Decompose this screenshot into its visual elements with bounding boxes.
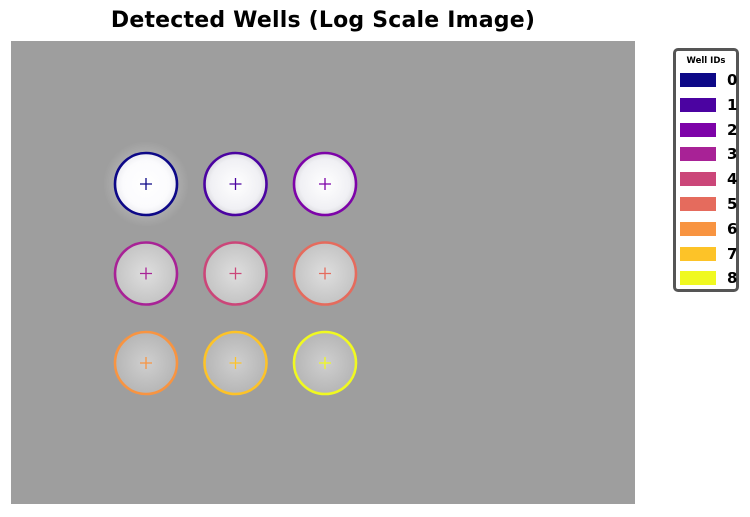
well-center-marker: [229, 178, 242, 190]
legend-swatch: [680, 197, 716, 211]
well-marker: [203, 241, 268, 306]
legend-entry: 3: [679, 144, 739, 164]
image-plot-area: [11, 41, 635, 504]
legend-label: 8: [727, 269, 738, 288]
legend-label: 2: [727, 120, 738, 139]
legend-swatch: [680, 122, 716, 137]
page-title: Detected Wells (Log Scale Image): [110, 8, 536, 33]
well-marker: [292, 330, 358, 396]
legend-label: 4: [727, 170, 738, 189]
legend-title: Well IDs: [686, 56, 726, 66]
well-center-marker: [319, 357, 331, 369]
wells-overlay: [103, 141, 358, 396]
well-marker: [113, 241, 179, 306]
well-center-marker: [140, 178, 152, 190]
legend-entry: 4: [679, 169, 739, 189]
legend-entry: 1: [679, 95, 739, 115]
legend-entry: 6: [679, 219, 739, 239]
well-center-marker: [229, 357, 242, 369]
legend-entry: 2: [679, 120, 739, 140]
legend: Well IDs 0 1 2 3 4 5 6 7 8: [673, 48, 739, 292]
well-marker: [292, 241, 358, 306]
well-marker: [203, 151, 268, 217]
legend-label: 7: [727, 244, 738, 263]
legend-swatch: [680, 221, 716, 236]
legend-swatch: [680, 73, 716, 87]
legend-swatch: [680, 271, 716, 286]
legend-label: 5: [727, 195, 738, 213]
legend-swatch: [680, 147, 716, 162]
legend-label: 0: [727, 71, 738, 89]
well-center-marker: [319, 178, 331, 190]
well-center-marker: [140, 267, 152, 280]
legend-entry: 7: [679, 244, 739, 264]
legend-swatch: [680, 172, 716, 187]
legend-label: 6: [727, 219, 738, 238]
legend-entry: 8: [679, 268, 739, 288]
well-marker: [203, 330, 268, 396]
legend-swatch: [680, 246, 716, 261]
well-marker: [292, 151, 358, 217]
legend-swatch: [680, 97, 716, 112]
legend-entry: 0: [679, 70, 739, 90]
well-center-marker: [229, 267, 242, 280]
well-marker: [113, 330, 179, 396]
well-center-marker: [140, 357, 152, 369]
well-marker: [103, 141, 189, 227]
legend-label: 3: [727, 145, 738, 164]
legend-entry: 5: [679, 194, 739, 214]
well-center-marker: [319, 267, 331, 280]
legend-label: 1: [727, 95, 738, 114]
